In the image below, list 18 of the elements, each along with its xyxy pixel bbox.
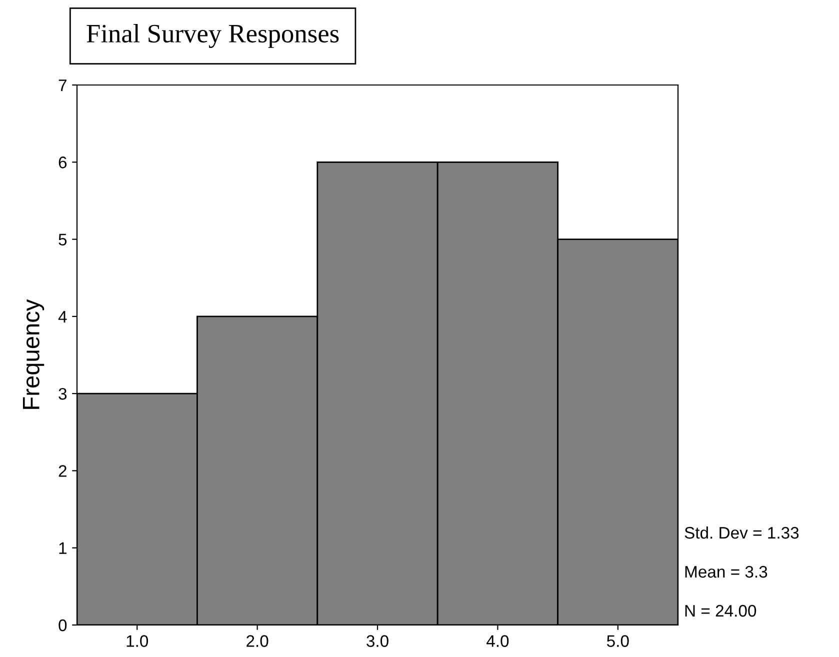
y-tick-label: 4 bbox=[58, 311, 67, 322]
y-tick-label: 3 bbox=[58, 388, 67, 400]
y-tick-label: 2 bbox=[58, 465, 66, 477]
y-tick-label: 7 bbox=[58, 80, 66, 92]
text: N = 24.00 bbox=[685, 604, 756, 617]
chart-title: Final Survey Responses bbox=[86, 24, 339, 48]
x-tick-label: 5.0 bbox=[606, 635, 629, 647]
x-tick-label: 1.0 bbox=[126, 635, 148, 647]
y-tick-label: 6 bbox=[58, 156, 67, 168]
text: Mean = 3.3 bbox=[685, 566, 768, 578]
y-tick-label: 5 bbox=[58, 234, 67, 246]
y-tick-label: 0 bbox=[58, 619, 67, 632]
y-tick-label: 1 bbox=[59, 542, 66, 554]
x-tick-label: 4.0 bbox=[486, 635, 509, 647]
x-tick-label: 2.0 bbox=[246, 635, 268, 647]
text: Std. Dev = 1.33 bbox=[684, 526, 799, 539]
x-tick-label: 3.0 bbox=[366, 635, 388, 647]
y-axis-title: Frequency bbox=[22, 299, 44, 409]
